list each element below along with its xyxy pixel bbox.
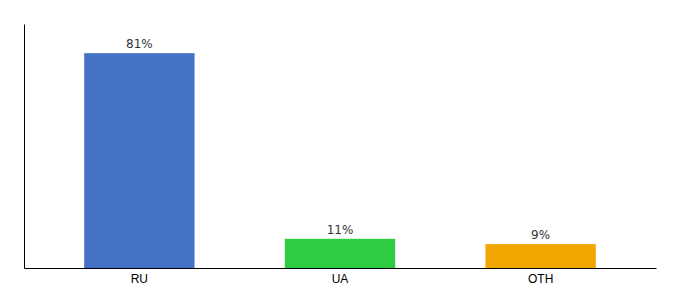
x-tick: OTH [528, 272, 553, 286]
x-axis-line [25, 268, 657, 269]
chart-svg: RU UA OTH 81% 11% 9% [0, 0, 680, 300]
chart-container: RU UA OTH 81% 11% 9% [0, 0, 680, 300]
x-tick: RU [131, 272, 148, 286]
bar [285, 239, 395, 268]
x-axis: RU UA OTH [25, 269, 657, 286]
data-label: 11% [327, 223, 354, 237]
bar [84, 53, 194, 268]
data-labels: 81% 11% 9% [126, 37, 550, 242]
x-tick-label: UA [332, 272, 349, 286]
y-axis [24, 25, 25, 269]
bar [485, 244, 595, 268]
bars [84, 53, 596, 268]
data-label: 81% [126, 37, 153, 51]
x-tick-label: RU [131, 272, 148, 286]
plot: RU UA OTH 81% 11% 9% [25, 25, 657, 286]
data-label: 9% [531, 228, 550, 242]
y-axis-line [24, 25, 25, 269]
x-tick-label: OTH [528, 272, 553, 286]
x-tick: UA [332, 272, 349, 286]
